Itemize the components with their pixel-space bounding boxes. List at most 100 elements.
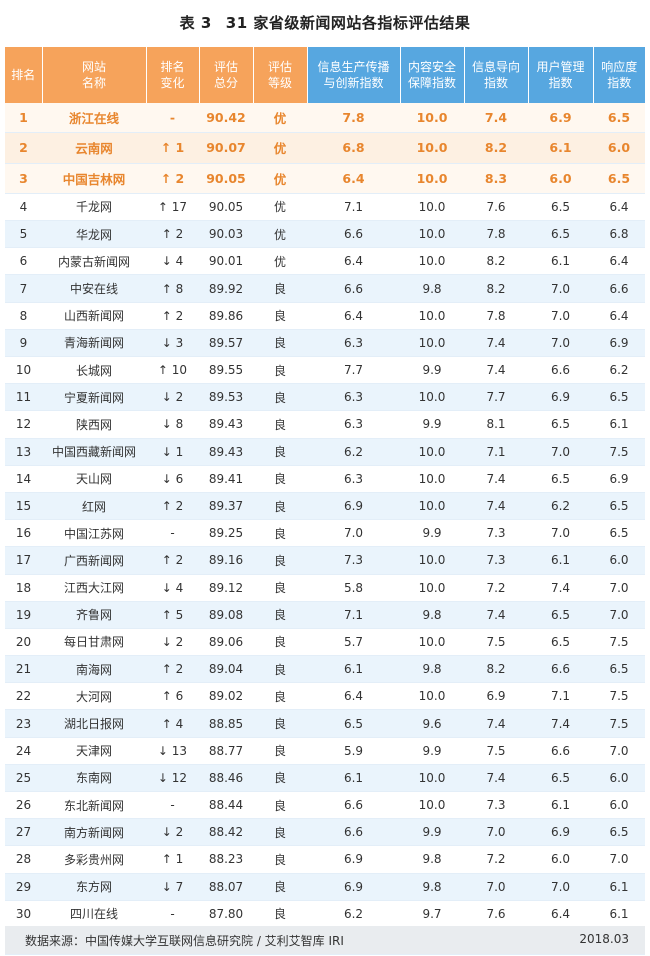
cell-guidance-index: 7.6 <box>464 900 528 928</box>
cell-rank-change: ↑ 10 <box>146 356 199 385</box>
cell-site-name: 多彩贵州网 <box>42 845 146 874</box>
table-row: 21 南海网 ↑ 2 89.04 良 6.1 9.8 8.2 6.6 6.5 <box>5 655 645 684</box>
cell-response-index: 6.5 <box>593 818 645 847</box>
cell-production-index: 7.1 <box>307 601 400 629</box>
cell-production-index: 6.6 <box>307 791 400 820</box>
cell-rank: 6 <box>5 247 42 276</box>
cell-grade: 良 <box>253 873 307 901</box>
cell-response-index: 7.0 <box>593 601 645 629</box>
cell-production-index: 6.4 <box>307 682 400 711</box>
table-row: 25 东南网 ↓ 12 88.46 良 6.1 10.0 7.4 6.5 6.0 <box>5 764 645 793</box>
cell-rank-change: ↑ 4 <box>146 709 199 738</box>
cell-grade: 良 <box>253 465 307 493</box>
cell-rank-change: ↓ 1 <box>146 438 199 466</box>
cell-guidance-index: 8.1 <box>464 410 528 439</box>
cell-user-index: 6.5 <box>528 628 593 657</box>
cell-production-index: 6.3 <box>307 410 400 439</box>
cell-user-index: 6.6 <box>528 655 593 684</box>
table-row: 13 中国西藏新闻网 ↓ 1 89.43 良 6.2 10.0 7.1 7.0 7.5 <box>5 438 645 466</box>
cell-rank-change: ↓ 6 <box>146 465 199 493</box>
cell-rank: 20 <box>5 628 42 657</box>
cell-rank: 14 <box>5 465 42 493</box>
cell-security-index: 9.8 <box>400 274 464 303</box>
cell-total-score: 90.05 <box>199 193 253 222</box>
cell-security-index: 10.0 <box>400 103 464 134</box>
table-title: 表 3 31 家省级新闻网站各指标评估结果 <box>0 12 650 33</box>
table-row: 28 多彩贵州网 ↑ 1 88.23 良 6.9 9.8 7.2 6.0 7.0 <box>5 845 645 874</box>
cell-total-score: 87.80 <box>199 900 253 928</box>
cell-total-score: 88.07 <box>199 873 253 901</box>
header-rank: 排名 <box>5 47 43 103</box>
header-user-index: 用户管理 指数 <box>528 47 594 103</box>
cell-site-name: 南海网 <box>42 655 146 684</box>
cell-rank-change: - <box>146 900 199 928</box>
cell-security-index: 9.8 <box>400 655 464 684</box>
cell-site-name: 华龙网 <box>42 220 146 249</box>
cell-guidance-index: 7.4 <box>464 764 528 793</box>
header-guidance-index: 信息导向 指数 <box>464 47 529 103</box>
cell-total-score: 89.04 <box>199 655 253 684</box>
cell-rank: 21 <box>5 655 42 684</box>
cell-total-score: 88.44 <box>199 791 253 820</box>
cell-user-index: 6.9 <box>528 383 593 412</box>
cell-response-index: 6.4 <box>593 193 645 222</box>
cell-site-name: 每日甘肃网 <box>42 628 146 657</box>
cell-rank-change: ↑ 2 <box>146 546 199 575</box>
cell-total-score: 89.25 <box>199 519 253 548</box>
table-row: 9 青海新闻网 ↓ 3 89.57 良 6.3 10.0 7.4 7.0 6.9 <box>5 329 645 358</box>
table-row: 1 浙江在线 -90.42 优 7.8 10.0 7.4 6.9 6.5 <box>5 103 645 134</box>
cell-security-index: 10.0 <box>400 465 464 493</box>
cell-production-index: 6.3 <box>307 383 400 412</box>
cell-rank: 12 <box>5 410 42 439</box>
cell-rank: 5 <box>5 220 42 249</box>
table-row: 26 东北新闻网 -88.44 良 6.6 10.0 7.3 6.1 6.0 <box>5 791 645 820</box>
cell-rank-change: - <box>146 103 199 134</box>
cell-user-index: 7.4 <box>528 709 593 738</box>
cell-rank-change: ↓ 4 <box>146 574 199 602</box>
table-title-text: 31 家省级新闻网站各指标评估结果 <box>225 14 471 32</box>
cell-rank: 22 <box>5 682 42 711</box>
cell-rank-change: ↑ 2 <box>146 302 199 330</box>
cell-guidance-index: 8.2 <box>464 132 528 164</box>
cell-rank: 29 <box>5 873 42 901</box>
cell-production-index: 6.9 <box>307 873 400 901</box>
cell-rank: 10 <box>5 356 42 385</box>
cell-guidance-index: 7.5 <box>464 737 528 765</box>
cell-response-index: 6.5 <box>593 383 645 412</box>
cell-site-name: 大河网 <box>42 682 146 711</box>
cell-grade: 良 <box>253 492 307 521</box>
table-row: 16 中国江苏网 -89.25 良 7.0 9.9 7.3 7.0 6.5 <box>5 519 645 548</box>
cell-security-index: 10.0 <box>400 791 464 820</box>
cell-total-score: 90.05 <box>199 163 253 194</box>
cell-rank-change: ↓ 2 <box>146 818 199 847</box>
cell-site-name: 山西新闻网 <box>42 302 146 330</box>
publish-date: 2018.03 <box>579 932 629 946</box>
cell-rank: 7 <box>5 274 42 303</box>
cell-user-index: 7.0 <box>528 438 593 466</box>
cell-grade: 优 <box>253 193 307 222</box>
cell-site-name: 广西新闻网 <box>42 546 146 575</box>
cell-total-score: 88.42 <box>199 818 253 847</box>
table-row: 2 云南网 ↑ 1 90.07 优 6.8 10.0 8.2 6.1 6.0 <box>5 132 645 164</box>
cell-rank: 8 <box>5 302 42 330</box>
cell-guidance-index: 7.4 <box>464 329 528 358</box>
cell-guidance-index: 7.4 <box>464 103 528 134</box>
cell-response-index: 6.5 <box>593 103 645 134</box>
cell-rank-change: ↓ 2 <box>146 383 199 412</box>
cell-grade: 良 <box>253 737 307 765</box>
cell-rank-change: ↑ 8 <box>146 274 199 303</box>
cell-rank-change: - <box>146 519 199 548</box>
cell-rank-change: ↑ 1 <box>146 132 199 164</box>
cell-production-index: 6.9 <box>307 492 400 521</box>
cell-production-index: 6.8 <box>307 132 400 164</box>
cell-total-score: 89.43 <box>199 438 253 466</box>
table-row: 24 天津网 ↓ 13 88.77 良 5.9 9.9 7.5 6.6 7.0 <box>5 737 645 765</box>
cell-security-index: 10.0 <box>400 132 464 164</box>
cell-security-index: 10.0 <box>400 383 464 412</box>
cell-guidance-index: 7.3 <box>464 519 528 548</box>
cell-production-index: 6.4 <box>307 302 400 330</box>
cell-site-name: 青海新闻网 <box>42 329 146 358</box>
cell-production-index: 5.9 <box>307 737 400 765</box>
cell-security-index: 9.8 <box>400 601 464 629</box>
cell-user-index: 6.9 <box>528 103 593 134</box>
